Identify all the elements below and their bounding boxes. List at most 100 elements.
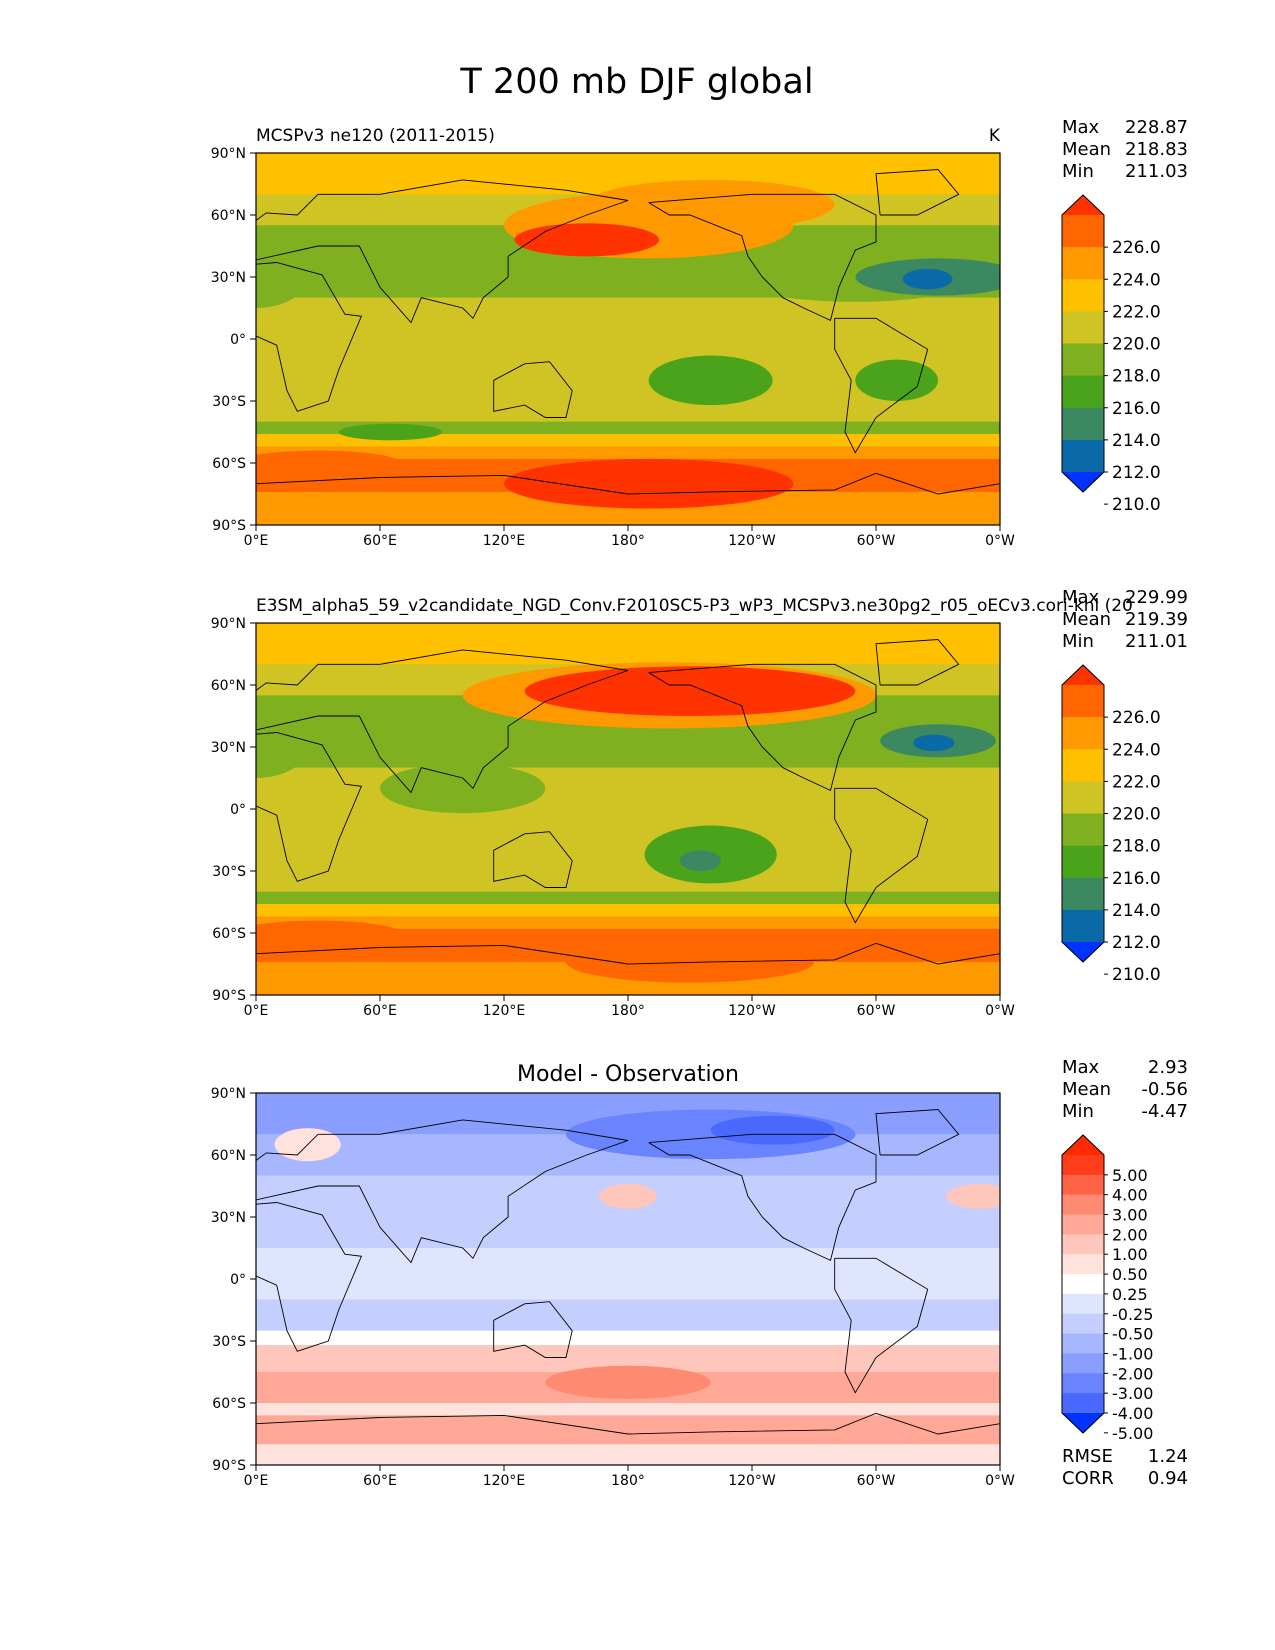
contour-region — [504, 458, 794, 509]
colorbar-label: 222.0 — [1112, 772, 1161, 792]
colorbar-label: -2.00 — [1112, 1364, 1153, 1383]
x-tick-label: 60°W — [857, 1473, 896, 1489]
colorbar-swatch — [1062, 215, 1104, 248]
y-tick-label: 60°S — [212, 1396, 246, 1412]
lat-band — [256, 916, 1000, 929]
contour-region — [710, 1115, 835, 1145]
colorbar-label: 224.0 — [1112, 270, 1161, 290]
x-tick-label: 0°E — [244, 1473, 269, 1489]
stat-value: 228.87 — [1125, 117, 1188, 138]
colorbar-swatch — [1062, 407, 1104, 441]
colorbar-label: 216.0 — [1112, 399, 1161, 419]
colorbar-label: 2.00 — [1112, 1225, 1148, 1244]
coastline — [648, 193, 877, 322]
coastline — [834, 1257, 929, 1394]
x-tick-label: 0°W — [985, 1003, 1015, 1019]
y-tick-label: 30°S — [212, 1334, 246, 1350]
contour-field — [256, 623, 1000, 995]
x-tick-label: 60°E — [363, 1003, 397, 1019]
colorbar-extend-bottom — [1062, 472, 1104, 492]
colorbar-extend-top — [1062, 665, 1104, 685]
stat-value: 211.01 — [1125, 631, 1188, 652]
x-tick-label: 120°W — [728, 1003, 776, 1019]
colorbar-label: 222.0 — [1112, 302, 1161, 322]
contour-region — [545, 1365, 711, 1399]
colorbar-swatch — [1062, 685, 1104, 718]
colorbar-swatch — [1062, 813, 1104, 847]
colorbar-extend-top — [1062, 1135, 1104, 1155]
contour-region — [599, 1183, 657, 1209]
colorbar-label: -1.00 — [1112, 1344, 1153, 1363]
colorbar-label: 226.0 — [1112, 708, 1161, 728]
coastline — [256, 179, 629, 324]
contour-region — [855, 359, 939, 402]
x-tick-label: 120°W — [728, 533, 776, 549]
contour-region — [902, 268, 953, 290]
colorbar-swatch — [1062, 279, 1104, 312]
y-tick-label: 90°N — [211, 146, 246, 162]
panel-title-left: MCSPv3 ne120 (2011-2015) — [256, 126, 495, 146]
colorbar-label: 212.0 — [1112, 463, 1161, 483]
colorbar-label: 212.0 — [1112, 933, 1161, 953]
colorbar-swatch — [1062, 375, 1104, 409]
colorbar-swatch — [1062, 343, 1104, 377]
coastline — [256, 1412, 1000, 1435]
colorbar-label: 218.0 — [1112, 837, 1161, 857]
colorbar-swatch — [1062, 439, 1104, 473]
colorbar-label: -4.00 — [1112, 1404, 1153, 1423]
colorbar-label: 3.00 — [1112, 1206, 1148, 1225]
stat-label: Max — [1062, 587, 1100, 608]
x-tick-label: 120°E — [483, 1003, 526, 1019]
colorbar-label: 0.25 — [1112, 1285, 1148, 1304]
colorbar: 226.0 224.0 222.0 220.0 218.0 216.0 214.0 212.0… — [1061, 664, 1161, 985]
colorbar-swatch — [1062, 247, 1104, 280]
x-tick-label: 60°E — [363, 1473, 397, 1489]
coastline — [875, 169, 960, 216]
stat-value: 211.03 — [1125, 161, 1188, 182]
lat-band — [256, 1299, 1000, 1331]
panel-difference: 0°E 60°E 120°E 180° 120°W 60°W 0°W 90°N 60°N 30°N… — [211, 1057, 1188, 1489]
lat-band — [256, 767, 1000, 851]
colorbar-label: 214.0 — [1112, 431, 1161, 451]
colorbar-swatch — [1062, 717, 1104, 750]
colorbar-label: 5.00 — [1112, 1166, 1148, 1185]
colorbar-swatch — [1062, 1353, 1104, 1374]
lat-band — [256, 1444, 1000, 1465]
stat-label: Mean — [1062, 1079, 1111, 1100]
colorbar-extend-bottom — [1062, 942, 1104, 962]
colorbar-swatch — [1062, 1293, 1104, 1315]
y-tick-label: 30°S — [212, 394, 246, 410]
contour-field — [256, 1093, 1000, 1465]
x-tick-label: 120°W — [728, 1473, 776, 1489]
colorbar-swatch — [1062, 749, 1104, 782]
contour-region — [256, 450, 401, 476]
colorbar-label: 214.0 — [1112, 901, 1161, 921]
panel-units: K — [989, 126, 1001, 146]
lat-band — [256, 904, 1000, 917]
colorbar-swatch — [1062, 1373, 1104, 1394]
stat-label: Min — [1062, 631, 1094, 652]
colorbar-label: 220.0 — [1112, 335, 1161, 355]
lat-band — [256, 1415, 1000, 1445]
stat-value: 219.39 — [1125, 609, 1188, 630]
lat-band — [256, 421, 1000, 435]
coastline — [493, 1301, 573, 1358]
lat-band — [256, 623, 1000, 665]
x-tick-label: 180° — [611, 533, 645, 549]
coastline — [875, 639, 960, 686]
stat-label: Min — [1062, 161, 1094, 182]
stat-label: Mean — [1062, 609, 1111, 630]
colorbar-extend-bottom — [1062, 1413, 1104, 1433]
colorbar-swatch — [1062, 1214, 1104, 1235]
y-tick-label: 0° — [230, 1272, 246, 1288]
lat-band — [256, 1248, 1000, 1300]
stat-value: 2.93 — [1148, 1057, 1188, 1078]
y-tick-label: 90°S — [212, 1458, 246, 1474]
colorbar-label: -5.00 — [1112, 1424, 1153, 1443]
y-tick-label: 60°S — [212, 456, 246, 472]
colorbar-label: 210.0 — [1112, 965, 1161, 985]
y-tick-label: 90°N — [211, 616, 246, 632]
stat-label: Min — [1062, 1101, 1094, 1122]
coastline — [256, 1119, 629, 1264]
